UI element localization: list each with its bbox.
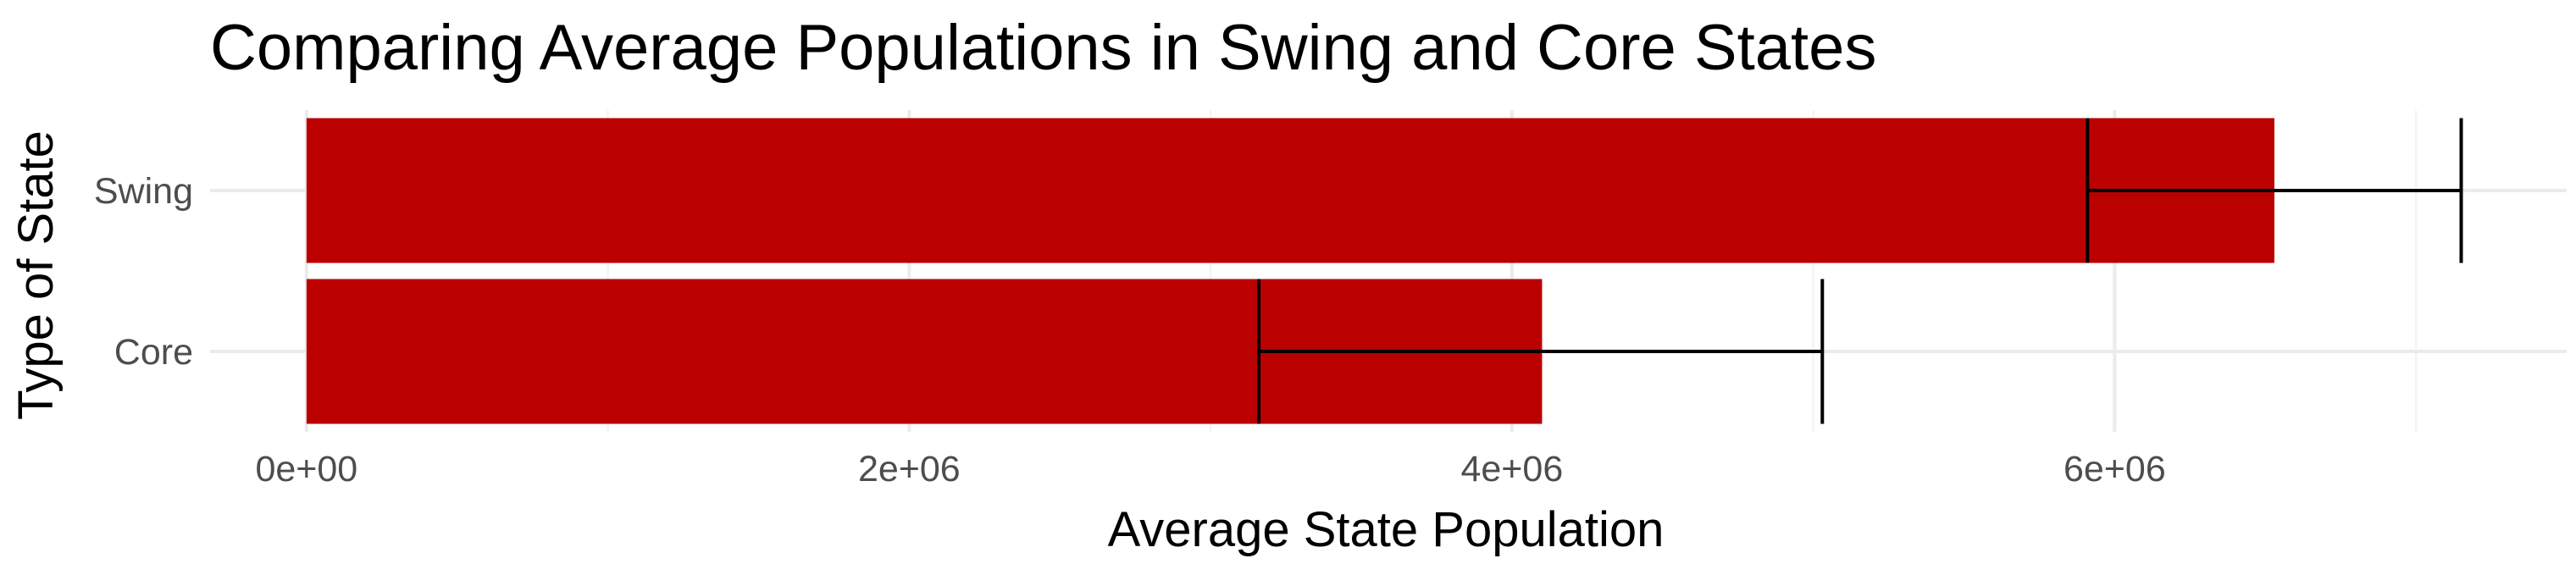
x-tick-label: 4e+06 bbox=[1460, 449, 1563, 489]
error-bar-core bbox=[1257, 279, 1825, 424]
error-bar-swing bbox=[2086, 118, 2463, 263]
y-axis-title: Type of State bbox=[8, 130, 64, 420]
y-tick-labels: Core Swing bbox=[94, 171, 193, 373]
x-axis-title: Average State Population bbox=[1108, 502, 1665, 557]
y-tick-label: Core bbox=[114, 332, 193, 373]
y-tick-label: Swing bbox=[94, 171, 193, 212]
bars bbox=[306, 118, 2274, 424]
bar-swing bbox=[306, 118, 2274, 263]
x-tick-labels: 0e+00 2e+06 4e+06 6e+06 bbox=[255, 449, 2165, 489]
x-tick-label: 2e+06 bbox=[858, 449, 961, 489]
x-tick-label: 6e+06 bbox=[2064, 449, 2166, 489]
x-tick-label: 0e+00 bbox=[255, 449, 357, 489]
chart-title: Comparing Average Populations in Swing a… bbox=[210, 12, 1876, 84]
error-bars bbox=[1257, 118, 2463, 424]
